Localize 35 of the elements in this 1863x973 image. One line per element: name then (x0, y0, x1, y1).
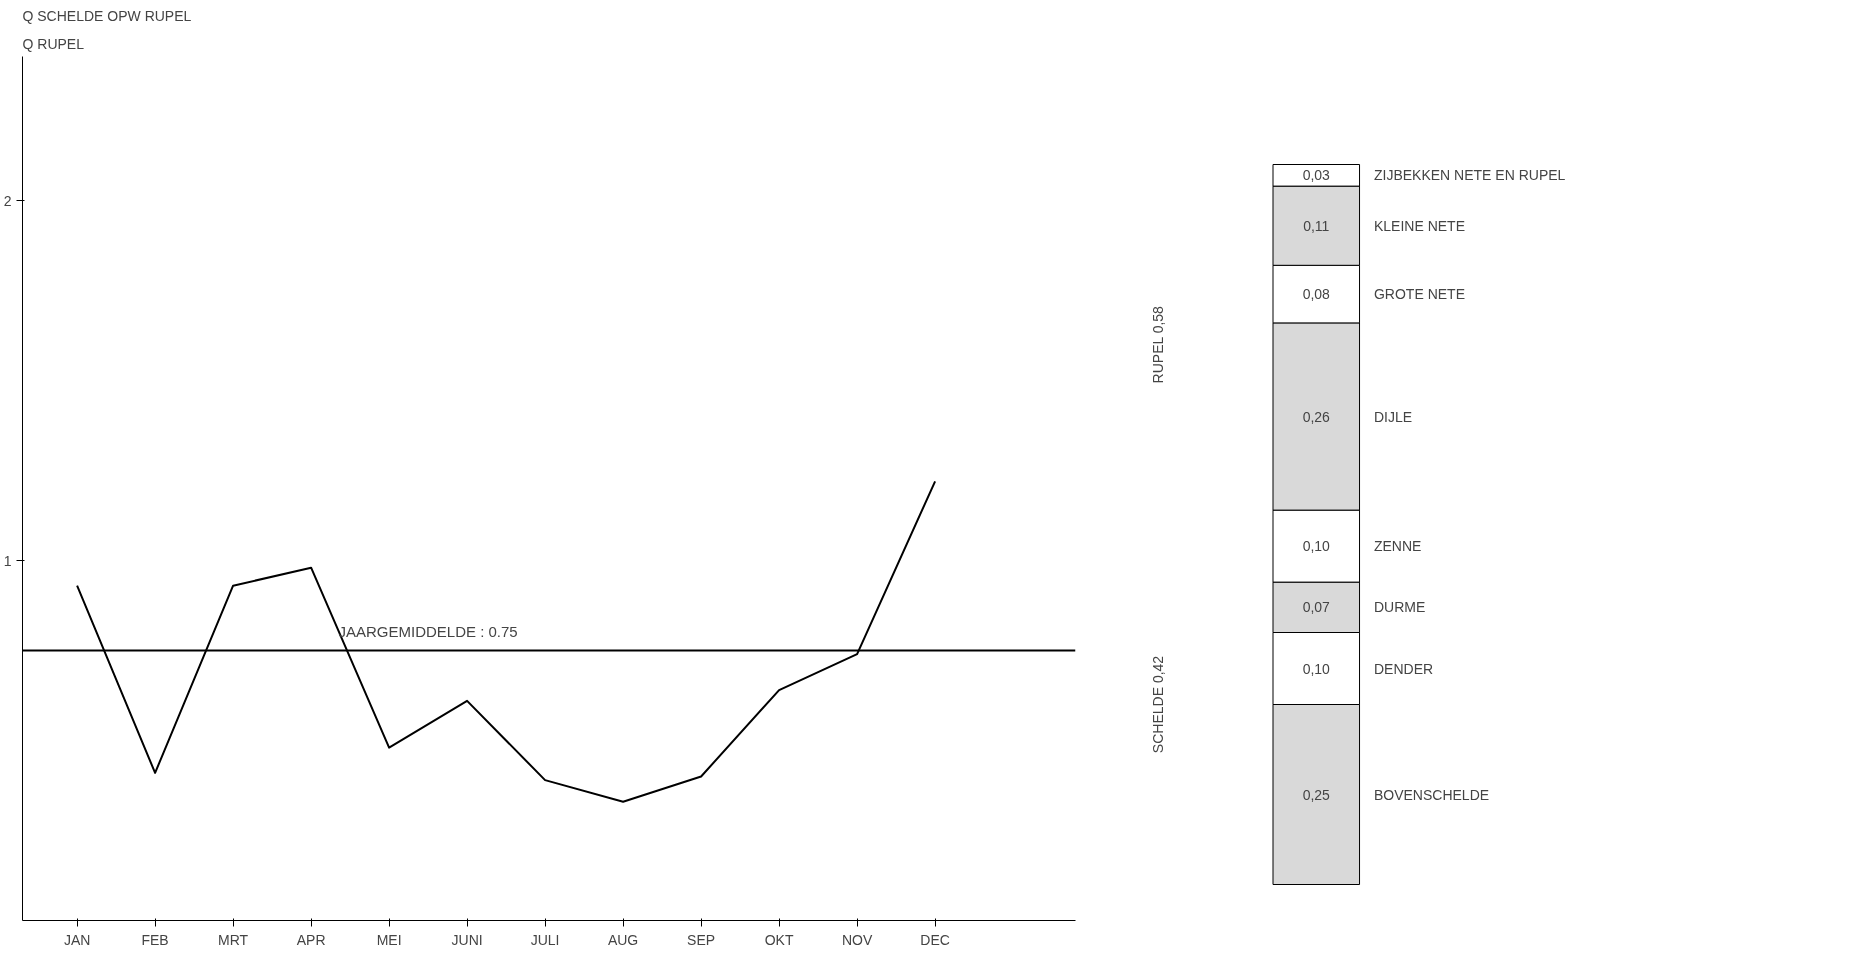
x-tick-label: FEB (141, 931, 169, 948)
data-label: 0,10 (1302, 660, 1331, 677)
data-label: 0,07 (1302, 599, 1331, 616)
series-label: DURME (1373, 599, 1426, 616)
data-label: 0,08 (1302, 286, 1331, 303)
x-tick-label: MRT (218, 931, 249, 948)
series-label: ZIJBEKKEN NETE EN RUPEL (1373, 167, 1566, 184)
x-tick-label: JULI (530, 931, 560, 948)
x-tick-label: SEP (687, 931, 716, 948)
data-label: 0,11 (1303, 217, 1330, 234)
series-label: DENDER (1373, 660, 1434, 677)
chart-title: Q SCHELDE OPW RUPEL (22, 7, 192, 24)
x-tick-label: AUG (607, 931, 639, 948)
data-label: 0,10 (1302, 538, 1331, 555)
series-label: KLEINE NETE (1373, 217, 1465, 234)
x-tick-label: MEI (376, 931, 402, 948)
x-tick-label: OKT (764, 931, 794, 948)
data-label: 0,25 (1302, 786, 1331, 803)
y-tick-label: 2 (3, 192, 12, 209)
data-label: 0,03 (1302, 167, 1331, 184)
x-tick-label: JAN (63, 931, 91, 948)
x-tick-label: NOV (841, 931, 873, 948)
x-tick-label: DEC (920, 931, 950, 948)
series-label: ZENNE (1373, 538, 1422, 555)
data-label: 0,26 (1302, 408, 1331, 425)
chart-subtitle: Q RUPEL (22, 35, 85, 52)
x-tick-label: APR (296, 931, 326, 948)
x-tick-label: JUNI (451, 931, 483, 948)
text: SCHELDE 0,42 (1149, 655, 1166, 754)
series-label: DIJLE (1373, 408, 1413, 425)
text: RUPEL 0,58 (1149, 305, 1166, 384)
ref-line-label: JAARGEMIDDELDE : 0.75 (338, 622, 518, 640)
series-label: GROTE NETE (1373, 286, 1465, 303)
series-label: BOVENSCHELDE (1373, 786, 1490, 803)
y-tick-label: 1 (3, 552, 12, 569)
